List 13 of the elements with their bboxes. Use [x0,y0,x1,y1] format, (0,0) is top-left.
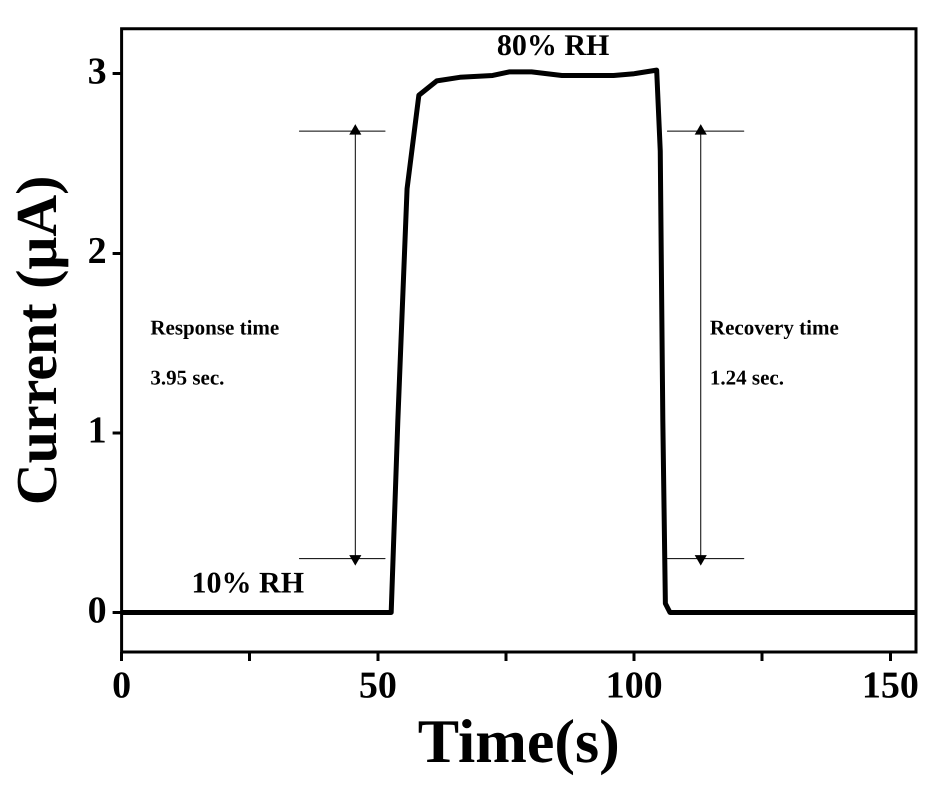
x-axis-title: Time(s) [418,708,620,776]
text: Response time 3.95 sec. [150,316,280,390]
y-tick-label: 3 [88,50,107,93]
y-tick-label: 2 [88,230,107,272]
x-tick-label: 100 [606,664,663,707]
annotation: 80% RH [496,28,610,62]
y-tick-label: 1 [88,410,107,452]
y-axis-title: Current (μA) [4,176,69,506]
annotation: 10% RH [192,566,304,600]
x-tick-label: 50 [358,664,397,707]
x-tick-label: 150 [862,664,919,707]
y-tick-label: 0 [88,589,107,632]
text: Recovery time 1.24 sec. [710,316,839,390]
